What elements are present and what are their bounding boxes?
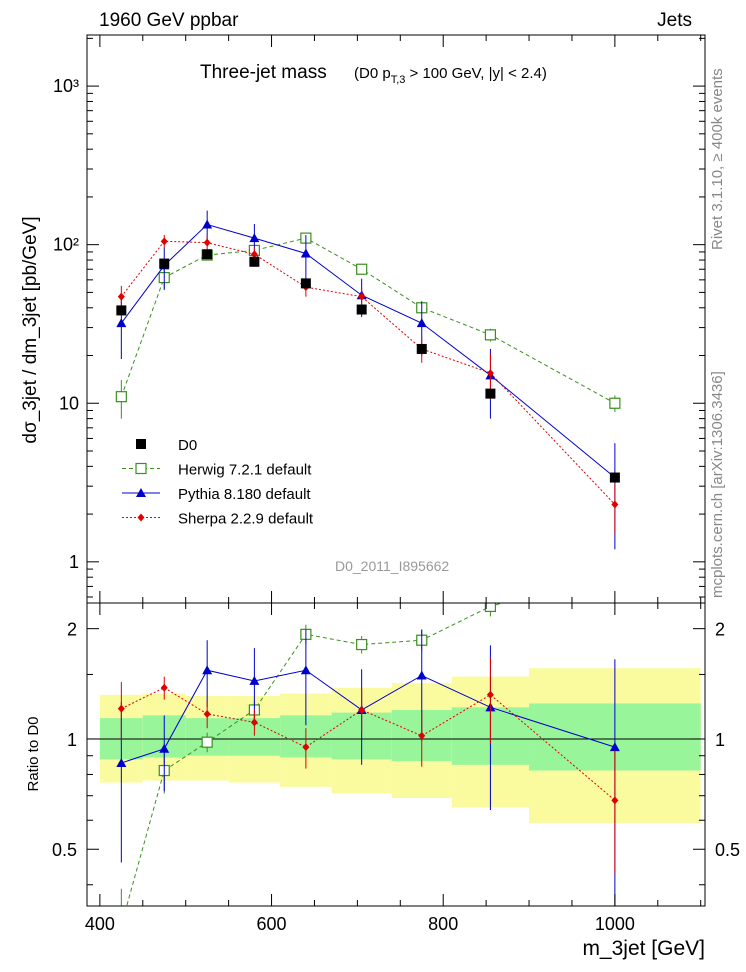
ratio-y-tick-label: 0.5 bbox=[52, 840, 77, 860]
energy-label: 1960 GeV ppbar bbox=[99, 10, 239, 31]
ratio-series-sherpa bbox=[117, 657, 619, 874]
legend-marker bbox=[136, 488, 146, 497]
data-point bbox=[486, 369, 494, 378]
ratio-line bbox=[121, 687, 616, 801]
ratio-panel: 400 600 800 1000 0.5 0.5 1 1 2 2 bbox=[52, 565, 740, 934]
plot-subtitle: (D0 pT,3 > 100 GeV, |y| < 2.4) bbox=[354, 65, 547, 86]
ratio-point bbox=[116, 757, 127, 767]
ratio-y-tick-label: 1 bbox=[67, 730, 77, 750]
data-point bbox=[202, 219, 213, 229]
main-ticks: 1 10 10² 10³ bbox=[53, 35, 705, 603]
legend-marker bbox=[137, 513, 145, 522]
ratio-point bbox=[160, 683, 168, 692]
y-tick-label: 10² bbox=[53, 235, 79, 255]
ratio-y-tick-label-right: 2 bbox=[715, 620, 725, 640]
series-herwig bbox=[115, 232, 621, 419]
data-point bbox=[356, 304, 367, 315]
ratio-point bbox=[116, 920, 126, 930]
rivet-label: Rivet 3.1.10, ≥ 400k events bbox=[709, 68, 726, 250]
data-point bbox=[485, 388, 496, 399]
ratio-frame bbox=[86, 602, 706, 907]
data-point bbox=[611, 500, 619, 509]
legend-entry: Herwig 7.2.1 default bbox=[122, 462, 312, 479]
ratio-point bbox=[611, 796, 619, 805]
data-point bbox=[416, 343, 427, 354]
category-label: Jets bbox=[657, 10, 692, 31]
ratio-point bbox=[117, 704, 125, 713]
data-point bbox=[202, 249, 213, 260]
data-point bbox=[358, 292, 366, 301]
ratio-y-axis-label: Ratio to D0 bbox=[25, 716, 42, 791]
data-point bbox=[609, 397, 621, 409]
x-axis-label: m_3jet [GeV] bbox=[582, 937, 705, 960]
legend-entry: Pythia 8.180 default bbox=[122, 486, 311, 503]
data-point bbox=[300, 278, 311, 289]
ratio-series bbox=[116, 565, 620, 930]
series-line bbox=[120, 240, 616, 505]
legend-label: Herwig 7.2.1 default bbox=[178, 462, 312, 479]
y-tick-label: 1 bbox=[69, 552, 79, 572]
data-point bbox=[117, 292, 125, 301]
plot-watermark: D0_2011_I895662 bbox=[335, 558, 449, 574]
y-tick-label: 10 bbox=[59, 393, 79, 413]
ratio-point bbox=[203, 709, 211, 718]
ratio-point bbox=[302, 743, 310, 752]
ratio-point bbox=[356, 638, 368, 651]
legend-entry: D0 bbox=[136, 437, 197, 454]
ratio-y-tick-label-right: 1 bbox=[715, 730, 725, 750]
legend-entry: Sherpa 2.2.9 default bbox=[122, 511, 314, 528]
ratio-point bbox=[250, 718, 258, 727]
data-point bbox=[115, 391, 127, 403]
ratio-point bbox=[484, 603, 497, 613]
ratio-point bbox=[249, 675, 260, 685]
ratio-point bbox=[610, 565, 620, 575]
ratio-point bbox=[358, 705, 366, 714]
ratio-point bbox=[201, 736, 213, 748]
ratio-point bbox=[159, 743, 170, 753]
data-point bbox=[160, 237, 168, 246]
data-point bbox=[484, 329, 497, 341]
legend: D0 Herwig 7.2.1 default Pythia 8.180 defau… bbox=[122, 437, 314, 528]
ratio-y-tick-label: 2 bbox=[67, 620, 77, 640]
legend-label: D0 bbox=[178, 437, 197, 454]
data-point bbox=[249, 256, 260, 267]
legend-marker bbox=[135, 462, 147, 475]
ratio-ticks: 400 600 800 1000 0.5 0.5 1 1 2 2 bbox=[52, 603, 740, 934]
ratio-point bbox=[609, 742, 620, 752]
data-point bbox=[356, 263, 368, 275]
main-series bbox=[115, 210, 621, 550]
data-point bbox=[116, 305, 127, 316]
data-point bbox=[609, 472, 620, 483]
legend-marker bbox=[136, 439, 146, 449]
series-d0 bbox=[116, 249, 620, 483]
data-point bbox=[416, 318, 427, 328]
y-tick-label: 10³ bbox=[53, 76, 79, 96]
legend-label: Sherpa 2.2.9 default bbox=[178, 511, 314, 528]
ratio-point bbox=[486, 690, 494, 699]
plot-title: Three-jet mass bbox=[200, 62, 327, 83]
ratio-point bbox=[416, 670, 427, 680]
x-tick-label: 600 bbox=[257, 914, 287, 934]
data-point bbox=[116, 318, 127, 328]
ratio-point bbox=[300, 665, 311, 675]
data-point bbox=[203, 238, 211, 247]
ratio-y-tick-label-right: 0.5 bbox=[715, 840, 740, 860]
data-point bbox=[159, 258, 170, 269]
main-panel: 1 10 10² 10³ Three-jet mass (D0 pT,3 > 100 … bbox=[53, 34, 706, 604]
legend-label: Pythia 8.180 default bbox=[178, 486, 311, 503]
data-point bbox=[250, 250, 258, 259]
ratio-point bbox=[202, 665, 213, 675]
x-tick-label: 1000 bbox=[595, 914, 635, 934]
series-line bbox=[120, 237, 616, 404]
mcplots-label: mcplots.cern.ch [arXiv:1306.3436] bbox=[709, 371, 726, 598]
data-point bbox=[249, 233, 260, 243]
data-point bbox=[300, 248, 311, 258]
x-tick-label: 800 bbox=[428, 914, 458, 934]
ratio-point bbox=[418, 731, 426, 740]
y-axis-label: dσ_3jet / dm_3jet [pb/GeV] bbox=[20, 216, 41, 443]
x-tick-label: 400 bbox=[85, 914, 115, 934]
